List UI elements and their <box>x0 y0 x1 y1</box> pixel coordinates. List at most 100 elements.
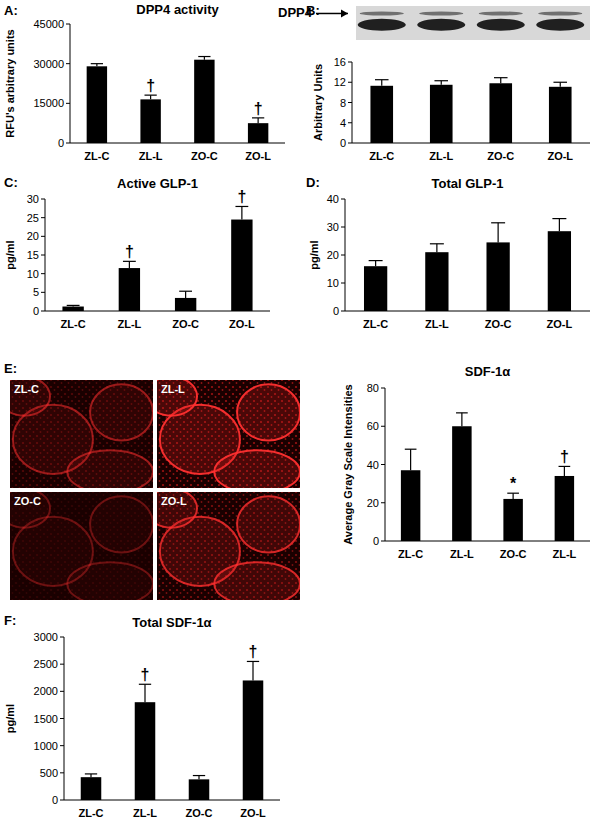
error-line <box>144 684 145 702</box>
error-line <box>258 118 259 123</box>
x-axis <box>352 143 590 144</box>
x-tick-label: ZO-L <box>240 807 266 819</box>
y-tick <box>60 691 64 692</box>
bar <box>189 779 210 800</box>
x-tick-label: ZO-L <box>245 150 271 162</box>
y-tick <box>41 199 45 200</box>
y-tick-label: 2000 <box>34 685 58 697</box>
y-tick-label: 12 <box>334 76 346 88</box>
y-tick <box>41 273 45 274</box>
bar <box>486 242 509 311</box>
image-label: ZO-C <box>14 495 41 507</box>
blot-band-faint <box>360 11 404 15</box>
x-tick-label: ZL-L <box>139 150 163 162</box>
tissue <box>67 450 153 488</box>
error-line <box>564 466 565 476</box>
tissue <box>214 562 300 600</box>
tissue <box>237 496 300 552</box>
error-bar <box>405 449 417 470</box>
bar <box>452 426 471 541</box>
y-tick <box>66 24 70 25</box>
error-line <box>559 219 560 232</box>
x-tick-label: ZO-C <box>191 150 218 162</box>
error-cap <box>85 773 97 774</box>
chart-title: Total SDF-1α <box>132 615 211 630</box>
error-cap <box>430 243 444 244</box>
error-line <box>185 291 186 298</box>
error-line <box>461 413 462 426</box>
bars <box>401 413 574 541</box>
y-tick-label: 20 <box>367 497 379 509</box>
y-tick-label: 15000 <box>33 97 64 109</box>
blot-band <box>477 19 525 31</box>
error-cap <box>552 218 566 219</box>
error-cap <box>235 206 248 207</box>
image-label: ZL-C <box>14 383 39 395</box>
error-bar <box>252 118 264 123</box>
error-cap <box>456 412 468 413</box>
bar <box>555 476 574 541</box>
y-axis <box>70 24 71 143</box>
significance-mark: † <box>237 188 246 205</box>
error-cap <box>247 661 259 662</box>
blot-arrowhead <box>341 9 348 17</box>
y-tick <box>348 82 352 83</box>
x-tick-label: ZL-C <box>84 150 109 162</box>
bars <box>62 206 252 311</box>
bar <box>140 99 160 143</box>
x-axis <box>70 143 285 144</box>
x-tick-label: ZO-C <box>485 318 512 330</box>
y-tick-label: 20 <box>327 249 339 261</box>
error-bar <box>494 78 508 84</box>
x-axis <box>45 311 270 312</box>
chart-title: Total GLP-1 <box>432 176 504 191</box>
error-bar <box>85 774 97 777</box>
x-tick-label: ZL-L <box>450 548 474 560</box>
panel-letter: D: <box>306 175 320 190</box>
error-bar <box>369 261 383 267</box>
y-tick-label: 60 <box>367 420 379 432</box>
bars <box>370 78 571 143</box>
image-label: ZL-L <box>161 383 185 395</box>
y-tick-label: 0 <box>373 535 379 547</box>
y-tick-label: 10 <box>327 277 339 289</box>
error-bar <box>552 219 566 232</box>
y-tick <box>381 388 385 389</box>
error-cap <box>179 291 192 292</box>
error-cap <box>139 684 151 685</box>
micrograph <box>157 380 300 488</box>
error-cap <box>559 466 571 467</box>
y-tick-label: 4 <box>340 117 346 129</box>
error-cap <box>67 305 80 306</box>
y-tick-label: 1000 <box>34 740 58 752</box>
y-tick-label: 30000 <box>33 58 64 70</box>
panel-letter: C: <box>4 175 18 190</box>
panel: B:DPP4Arbitrary Units0481216ZL-CZL-LZO-C… <box>278 3 590 162</box>
x-axis <box>385 541 590 542</box>
tissue <box>90 384 153 440</box>
blot-band <box>417 19 465 31</box>
tissue <box>157 380 197 416</box>
error-bar <box>247 661 259 680</box>
y-tick <box>66 103 70 104</box>
y-axis-label: pg/ml <box>4 704 16 733</box>
y-tick-label: 30 <box>27 193 39 205</box>
bar <box>87 66 107 143</box>
x-tick-label: ZO-C <box>500 548 527 560</box>
error-line <box>241 206 242 219</box>
blot-membrane <box>356 6 590 40</box>
y-tick <box>60 800 64 801</box>
panel: F:Total SDF-1αpg/ml050010001500200025003… <box>4 613 280 819</box>
significance-mark: † <box>249 643 258 660</box>
error-bar <box>434 81 448 85</box>
x-tick-label: ZO-C <box>186 807 213 819</box>
y-tick <box>60 772 64 773</box>
error-cap <box>405 449 417 450</box>
error-cap <box>252 117 264 118</box>
y-tick <box>341 227 345 228</box>
bar <box>248 123 268 143</box>
error-line <box>441 81 442 85</box>
y-tick-label: 8 <box>340 97 346 109</box>
y-axis-label: RFU's arbitrary units <box>4 29 16 137</box>
y-tick-label: 10 <box>27 268 39 280</box>
